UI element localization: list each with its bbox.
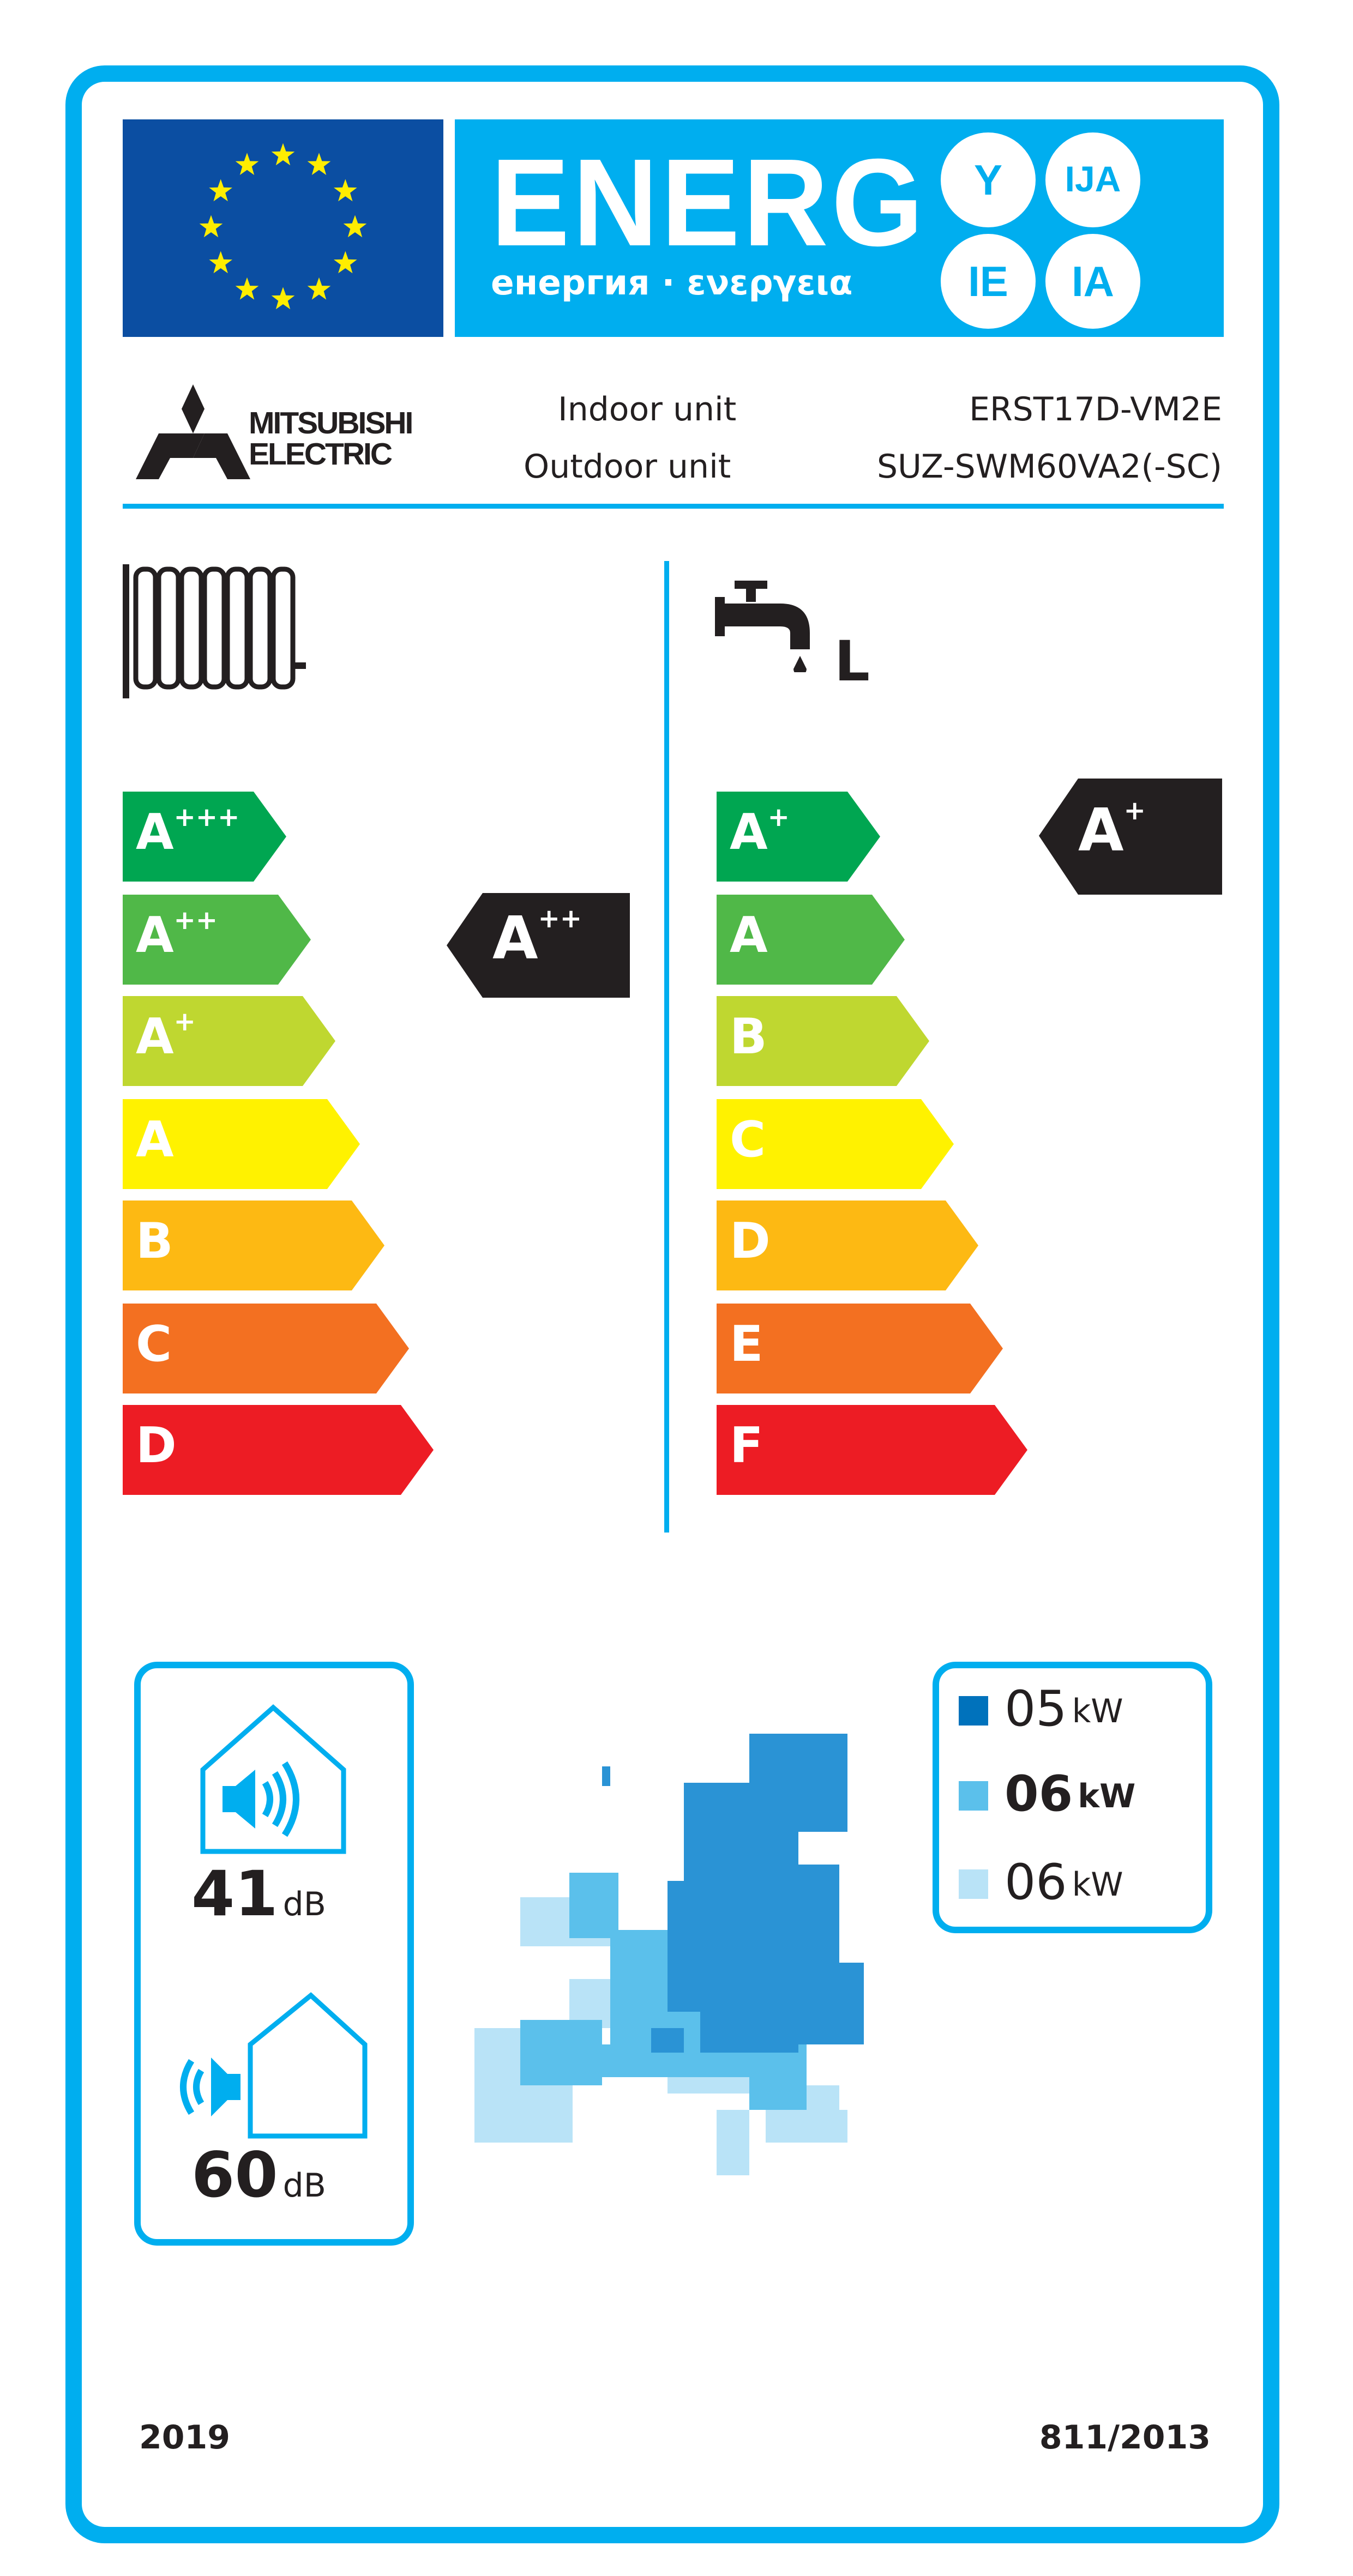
average-climate-swatch — [959, 1780, 988, 1810]
outdoor-unit-label: Outdoor unit — [524, 447, 731, 486]
eu-star — [235, 277, 259, 300]
kw-value: 06 — [1005, 1855, 1067, 1912]
eu-flag — [123, 119, 443, 337]
heat-output-colder: 05 kW — [959, 1681, 1123, 1739]
tap-icon — [715, 581, 810, 672]
brand-name: MITSUBISHI ELECTRIC — [249, 407, 413, 473]
eu-star — [334, 251, 357, 274]
energy-band: ENERG енергия · ενεργεια Y IJA IE IA — [455, 119, 1224, 337]
class-letter: E — [730, 1316, 763, 1373]
class-letter: F — [730, 1418, 763, 1475]
indoor-noise-house-icon — [200, 1704, 346, 1854]
mitsubishi-logo-icon — [136, 384, 250, 479]
load-profile: L — [834, 630, 870, 695]
class-letter: D — [730, 1214, 771, 1271]
energy-subtitle: енергия · ενεργεια — [491, 263, 853, 303]
heat-output-warmer: 06 kW — [959, 1855, 1123, 1912]
rating-plus: + — [1123, 795, 1146, 826]
space-heating-rating-indicator: A++ — [447, 893, 630, 1004]
indoor-noise-unit: dB — [282, 1884, 326, 1923]
eu-star — [334, 179, 357, 202]
rating-plus: ++ — [538, 903, 582, 934]
indoor-unit-model: ERST17D-VM2E — [969, 389, 1222, 429]
class-plus: + — [767, 801, 790, 832]
lang-suffix-y: Y — [941, 132, 1036, 227]
outdoor-noise-unit: dB — [282, 2165, 326, 2205]
brand-line2: ELECTRIC — [249, 438, 393, 473]
class-letter: A — [136, 907, 174, 964]
rating-letter: A — [492, 906, 538, 973]
class-letter: A — [136, 1009, 174, 1066]
class-plus: + — [173, 1006, 196, 1037]
class-letter: D — [136, 1418, 177, 1475]
class-letter: A — [730, 907, 768, 964]
brand-line1: MITSUBISHI — [249, 407, 413, 442]
eu-star — [307, 277, 331, 300]
class-letter: A — [136, 1111, 174, 1169]
class-plus: +++ — [173, 801, 240, 832]
indoor-noise: 41 dB — [191, 1858, 326, 1930]
indoor-unit-label: Indoor unit — [558, 389, 737, 429]
rating-letter: A — [1078, 798, 1124, 865]
class-letter: A — [136, 805, 174, 862]
eu-star — [343, 215, 367, 238]
eu-stars-icon — [199, 143, 367, 310]
eu-star — [271, 143, 295, 166]
eu-star — [307, 153, 331, 175]
class-letter: C — [136, 1316, 172, 1373]
regulation-number: 811/2013 — [1039, 2417, 1211, 2457]
section-divider — [664, 561, 669, 1533]
water-heating-rating-indicator: A+ — [1039, 779, 1222, 901]
eu-star — [199, 215, 223, 238]
label-frame — [65, 65, 1279, 2543]
eu-star — [235, 153, 259, 175]
kw-unit: kW — [1078, 1775, 1136, 1815]
outdoor-noise: 60 dB — [191, 2139, 326, 2211]
class-letter: C — [730, 1111, 766, 1169]
class-letter: B — [136, 1214, 173, 1271]
outdoor-noise-value: 60 — [191, 2139, 278, 2211]
kw-unit: kW — [1072, 1863, 1123, 1903]
energy-title: ENERG — [491, 134, 927, 273]
kw-unit: kW — [1072, 1690, 1123, 1730]
kw-value: 06 — [1005, 1766, 1073, 1824]
lang-suffix-ie: IE — [941, 234, 1036, 329]
class-letter: B — [730, 1009, 767, 1066]
header-divider — [123, 504, 1224, 509]
label-year: 2019 — [139, 2417, 231, 2457]
heat-output-average: 06 kW — [959, 1766, 1135, 1824]
indoor-noise-value: 41 — [191, 1858, 278, 1930]
europe-climate-map-icon — [474, 1734, 864, 2175]
class-plus: ++ — [173, 903, 218, 935]
outdoor-unit-model: SUZ-SWM60VA2(-SC) — [876, 447, 1222, 486]
radiator-icon — [123, 564, 306, 698]
outdoor-noise-house-icon — [180, 1992, 368, 2139]
eu-star — [271, 287, 295, 310]
heat-output-box: 05 kW 06 kW 06 kW — [933, 1662, 1212, 1933]
class-letter: A — [730, 805, 768, 862]
eu-star — [209, 179, 232, 202]
warmer-climate-swatch — [959, 1868, 988, 1898]
kw-value: 05 — [1005, 1681, 1067, 1739]
noise-box — [134, 1662, 414, 2246]
lang-suffix-ija: IJA — [1045, 132, 1140, 227]
lang-suffix-ia: IA — [1045, 234, 1140, 329]
colder-climate-swatch — [959, 1695, 988, 1725]
eu-star — [209, 251, 232, 274]
